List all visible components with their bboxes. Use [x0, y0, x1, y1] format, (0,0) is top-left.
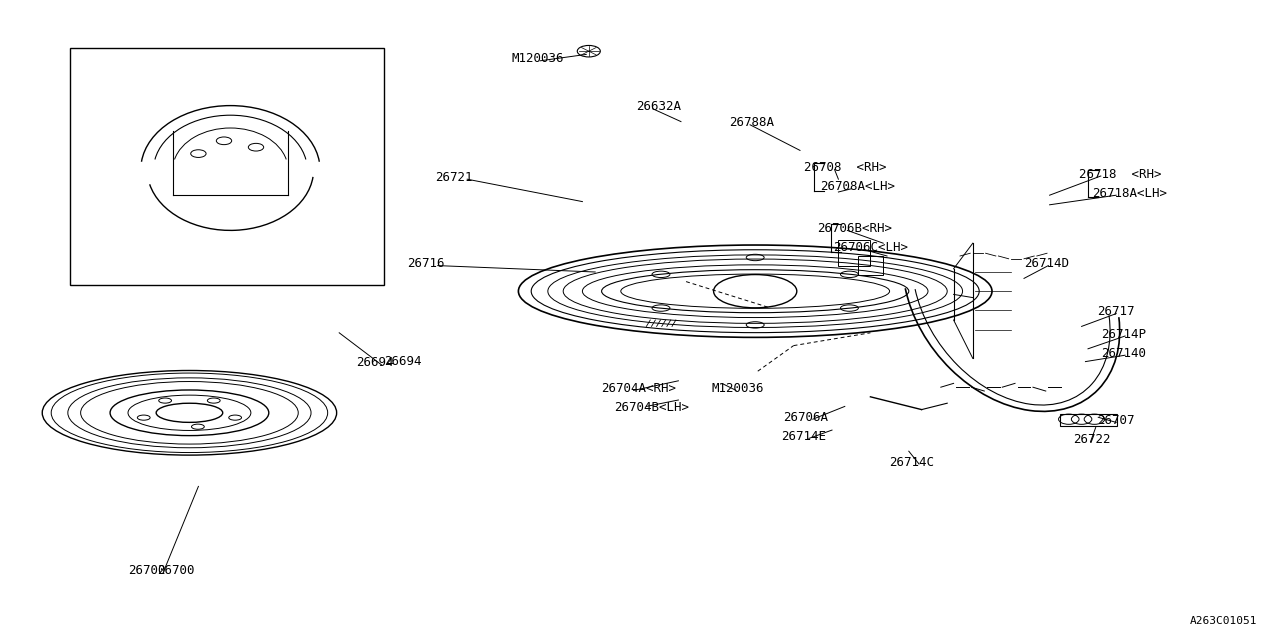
Text: 26694: 26694: [384, 355, 421, 368]
Bar: [838, 240, 870, 266]
Text: 26700: 26700: [157, 564, 195, 577]
Text: 26694: 26694: [356, 356, 393, 369]
Text: 26714P: 26714P: [1101, 328, 1146, 340]
Text: 26708A<LH>: 26708A<LH>: [820, 180, 896, 193]
Text: 26714C: 26714C: [890, 456, 934, 468]
Text: 26632A: 26632A: [636, 100, 681, 113]
Bar: [70, 48, 384, 285]
Text: A263C01051: A263C01051: [1189, 616, 1257, 626]
Text: 26718A<LH>: 26718A<LH>: [1092, 187, 1167, 200]
Text: 26716: 26716: [407, 257, 444, 270]
Text: 26718  <RH>: 26718 <RH>: [1079, 168, 1161, 180]
Text: 26704B<LH>: 26704B<LH>: [614, 401, 690, 414]
Text: 26714D: 26714D: [1024, 257, 1069, 270]
Text: 26706C<LH>: 26706C<LH>: [833, 241, 909, 254]
Text: 26706A: 26706A: [783, 411, 828, 424]
Text: 26706B<RH>: 26706B<RH>: [817, 222, 892, 235]
Text: 26704A<RH>: 26704A<RH>: [602, 382, 677, 395]
Text: 26700: 26700: [128, 564, 165, 577]
Text: 26707: 26707: [1097, 414, 1134, 427]
Text: 26708  <RH>: 26708 <RH>: [804, 161, 886, 174]
Text: 26788A: 26788A: [730, 116, 774, 129]
Text: 26714E: 26714E: [781, 430, 826, 443]
Bar: [858, 256, 883, 275]
Text: 26717: 26717: [1097, 305, 1134, 318]
Text: 26721: 26721: [435, 171, 472, 184]
Text: 26722: 26722: [1073, 433, 1110, 446]
Text: M120036: M120036: [512, 52, 564, 65]
Bar: [1060, 414, 1117, 426]
Text: M120036: M120036: [712, 382, 764, 395]
Text: 267140: 267140: [1101, 347, 1146, 360]
